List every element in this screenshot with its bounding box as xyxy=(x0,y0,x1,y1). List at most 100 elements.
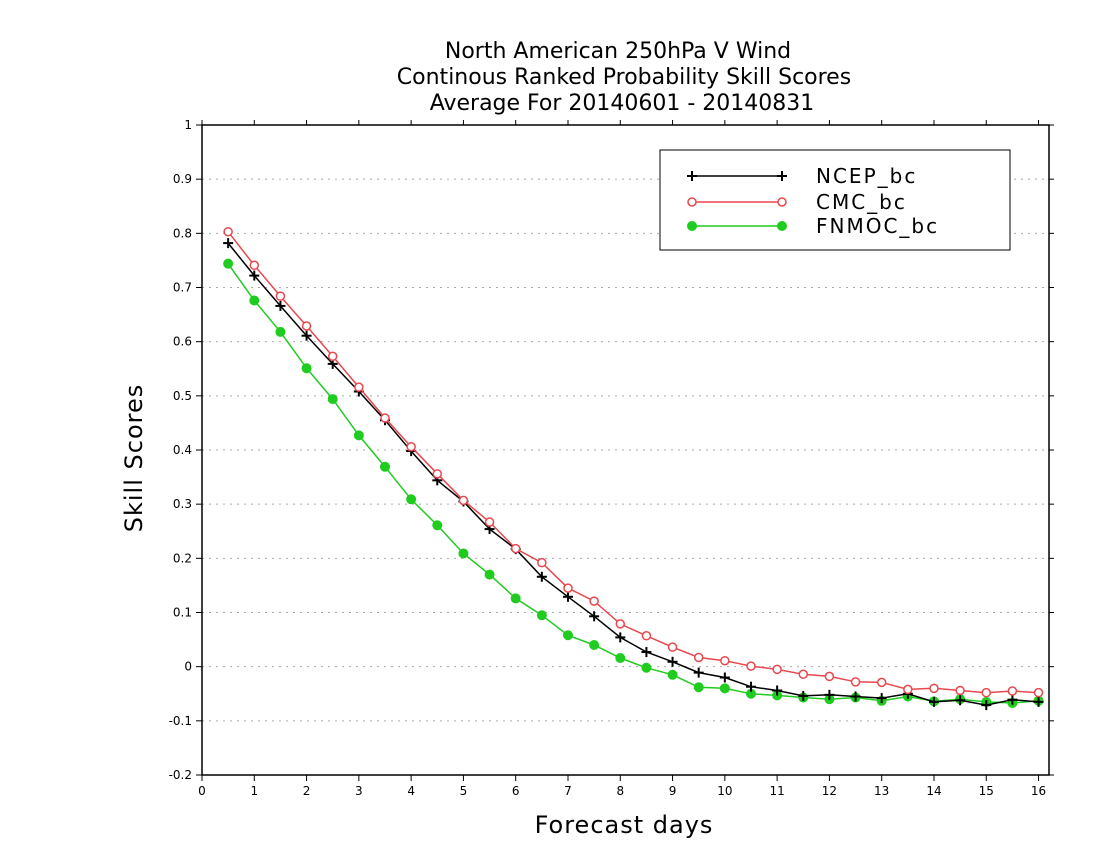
data-point-marker xyxy=(484,569,495,580)
data-point-marker xyxy=(693,652,704,663)
x-tick-label: 12 xyxy=(822,784,837,798)
data-point-marker xyxy=(777,221,787,231)
chart-title-line-3: Average For 20140601 - 20140831 xyxy=(430,91,815,116)
x-tick-label: 3 xyxy=(355,784,363,798)
chart-title-line-1: North American 250hPa V Wind xyxy=(445,39,791,64)
y-tick-label: -0.1 xyxy=(169,714,192,728)
legend-item: NCEP_bc xyxy=(687,164,915,188)
data-point-marker xyxy=(432,520,443,531)
data-point-marker xyxy=(510,593,521,604)
x-tick-label: 1 xyxy=(250,784,258,798)
x-axis-title: Forecast days xyxy=(535,811,714,839)
series-group xyxy=(223,226,1044,711)
x-tick-label: 8 xyxy=(616,784,624,798)
x-tick-label: 9 xyxy=(669,784,677,798)
data-point-marker xyxy=(301,321,312,331)
y-tick-label: 0.9 xyxy=(173,172,192,186)
data-point-marker xyxy=(1007,686,1018,696)
series-fnmoc-bc xyxy=(223,258,1044,708)
data-point-marker xyxy=(432,469,443,479)
data-point-marker xyxy=(458,548,469,559)
data-point-marker xyxy=(354,382,364,392)
data-point-marker xyxy=(589,596,599,606)
data-point-marker xyxy=(510,543,521,554)
grid xyxy=(202,178,1049,722)
data-point-marker xyxy=(275,291,286,301)
y-axis-title: Skill Scores xyxy=(120,384,148,533)
x-tick-label: 0 xyxy=(198,784,206,798)
y-tick-label: 0.5 xyxy=(173,389,192,403)
data-point-marker xyxy=(667,669,678,680)
series-cmc-bc xyxy=(223,226,1044,698)
data-point-marker xyxy=(249,260,260,271)
data-point-marker xyxy=(876,677,887,688)
y-tick-label: 0.3 xyxy=(173,497,192,511)
legend-item: FNMOC_bc xyxy=(687,214,939,238)
data-point-marker xyxy=(563,583,573,593)
data-point-marker xyxy=(249,295,260,306)
data-point-marker xyxy=(562,630,573,641)
data-point-marker xyxy=(719,683,730,694)
x-tick-label: 15 xyxy=(979,784,994,798)
data-point-marker xyxy=(536,610,547,621)
y-tick-label: -0.2 xyxy=(169,768,192,782)
data-point-marker xyxy=(353,430,364,441)
data-point-marker xyxy=(850,677,861,687)
data-point-marker xyxy=(772,664,782,675)
data-point-marker xyxy=(380,413,390,423)
series-ncep-bc xyxy=(223,238,1044,711)
data-point-marker xyxy=(327,394,338,405)
data-point-marker xyxy=(777,197,787,207)
data-point-marker xyxy=(406,442,416,452)
data-point-marker xyxy=(379,461,390,472)
x-tick-label: 4 xyxy=(407,784,415,798)
data-point-marker xyxy=(275,326,286,337)
data-point-marker xyxy=(824,671,835,682)
y-tick-label: 0.4 xyxy=(173,443,192,457)
data-point-marker xyxy=(615,653,626,663)
data-point-marker xyxy=(537,557,547,568)
y-tick-label: 0 xyxy=(184,660,192,674)
data-point-marker xyxy=(720,655,730,666)
x-tick-label: 16 xyxy=(1031,784,1046,798)
data-point-marker xyxy=(223,258,234,269)
y-tick-label: 1 xyxy=(184,118,192,132)
series-line xyxy=(227,231,1039,694)
data-point-marker xyxy=(484,517,495,527)
x-tick-label: 5 xyxy=(460,784,468,798)
legend-item: CMC_bc xyxy=(687,190,907,214)
x-tick-label: 10 xyxy=(717,784,732,798)
x-tick-label: 2 xyxy=(303,784,311,798)
y-tick-label: 0.1 xyxy=(173,606,192,620)
data-point-marker xyxy=(1033,687,1044,698)
y-tick-label: 0.6 xyxy=(173,335,192,349)
x-tick-label: 7 xyxy=(564,784,572,798)
data-point-marker xyxy=(641,662,652,673)
series-line xyxy=(227,242,1039,706)
data-point-marker xyxy=(327,351,338,362)
data-point-marker xyxy=(955,685,965,696)
x-tick-label: 6 xyxy=(512,784,520,798)
axis-ticks: -0.2-0.100.10.20.30.40.50.60.70.80.910 1 2… xyxy=(169,118,1054,798)
legend-label: CMC_bc xyxy=(816,190,907,214)
data-point-marker xyxy=(641,631,652,641)
x-tick-label: 14 xyxy=(926,784,941,798)
legend-box xyxy=(659,149,1011,251)
data-point-marker xyxy=(798,669,809,679)
data-point-marker xyxy=(746,661,756,671)
data-point-marker xyxy=(589,640,600,650)
legend-label: FNMOC_bc xyxy=(816,214,939,238)
data-point-marker xyxy=(687,197,697,207)
data-point-marker xyxy=(929,683,939,694)
data-point-marker xyxy=(903,684,913,695)
data-point-marker xyxy=(667,642,678,652)
x-tick-label: 11 xyxy=(769,784,784,798)
data-point-marker xyxy=(981,687,992,698)
data-point-marker xyxy=(301,363,312,374)
data-point-marker xyxy=(406,494,417,505)
chart-title-line-2: Continous Ranked Probability Skill Score… xyxy=(397,65,851,90)
x-tick-label: 13 xyxy=(874,784,889,798)
y-tick-label: 0.8 xyxy=(173,226,192,240)
